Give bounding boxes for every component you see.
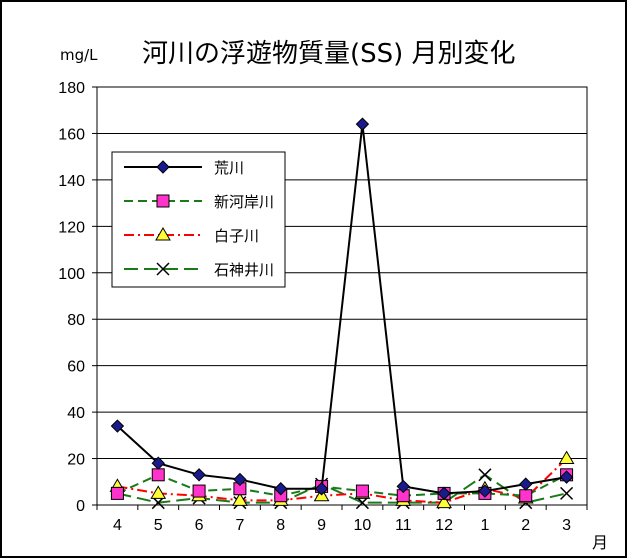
y-tick-label: 120 (58, 219, 85, 236)
plot-area-border (96, 86, 588, 506)
data-point (232, 492, 248, 506)
x-stroke (156, 262, 170, 276)
legend-marker (156, 262, 170, 276)
data-point (274, 482, 288, 496)
chart-title: 河川の浮遊物質量(SS) 月別変化 (142, 39, 516, 69)
legend-label: 白子川 (214, 227, 259, 245)
legend-marker (156, 160, 170, 174)
data-point (233, 472, 247, 487)
data-point (192, 468, 206, 482)
x-tick-label: 5 (154, 517, 163, 534)
data-point (314, 482, 329, 496)
x-tick-label: 4 (113, 517, 122, 534)
data-point (436, 494, 452, 509)
data-point (519, 477, 533, 491)
legend-label: 石神井川 (214, 261, 274, 279)
axes (92, 86, 588, 510)
legend-label: 荒川 (214, 159, 244, 177)
series-layer (109, 117, 575, 510)
legend-marker (155, 227, 171, 241)
series-line (117, 473, 567, 504)
x-tick-labels: 4 5 6 7 8 9 10 11 12 1 2 3 (113, 517, 571, 534)
x-tick-label: 10 (354, 517, 372, 534)
legend-item-3: 白子川 (124, 227, 259, 245)
y-tick-label: 140 (58, 173, 85, 190)
legend-item-1: 荒川 (124, 159, 244, 177)
x-stroke (560, 486, 574, 500)
x-tick-label: 3 (562, 517, 571, 534)
x-tick-label: 1 (480, 517, 489, 534)
x-tick-label: 7 (235, 517, 244, 534)
x-stroke (478, 468, 492, 482)
data-point (192, 484, 206, 498)
data-point (110, 486, 124, 500)
y-tick-label: 60 (67, 359, 85, 376)
data-point (355, 117, 370, 131)
legend-marker (156, 194, 170, 208)
data-point (110, 419, 125, 433)
legend-box (111, 151, 286, 288)
data-point (396, 479, 410, 494)
x-tick-label: 6 (195, 517, 204, 534)
data-point (478, 468, 492, 482)
data-point (478, 484, 492, 498)
data-point (151, 456, 165, 470)
series-line (116, 124, 567, 495)
data-point (558, 450, 575, 465)
series-1 (110, 117, 574, 501)
x-tick-label: 11 (395, 517, 412, 534)
y-tick-label: 0 (76, 498, 85, 515)
legend-item-4: 石神井川 (124, 261, 274, 279)
data-point (519, 489, 533, 503)
x-axis-label: 月 (592, 535, 608, 552)
y-tick-label: 180 (58, 80, 85, 97)
x-tick-label: 9 (317, 517, 326, 534)
y-tick-label: 160 (58, 126, 85, 143)
y-tick-label: 80 (67, 312, 85, 329)
x-tick-label: 2 (521, 517, 530, 534)
data-point (150, 485, 167, 499)
series-line (117, 457, 568, 504)
y-tick-labels: 0 20 40 60 80 100 120 140 160 180 (58, 80, 85, 515)
x-tick-label: 12 (435, 517, 453, 534)
series-2 (110, 468, 574, 503)
data-point (560, 486, 574, 500)
legend-item-2: 新河岸川 (124, 193, 274, 211)
data-point (559, 470, 574, 484)
y-unit-label: mg/L (60, 46, 98, 64)
y-tick-label: 20 (67, 452, 85, 469)
series-line (117, 473, 568, 497)
y-tick-label: 100 (58, 266, 85, 283)
data-point (151, 468, 165, 482)
y-tick-label: 40 (67, 405, 85, 422)
data-point (437, 486, 451, 501)
legend-label: 新河岸川 (214, 193, 274, 211)
x-tick-label: 8 (276, 517, 285, 534)
data-point (355, 484, 369, 498)
